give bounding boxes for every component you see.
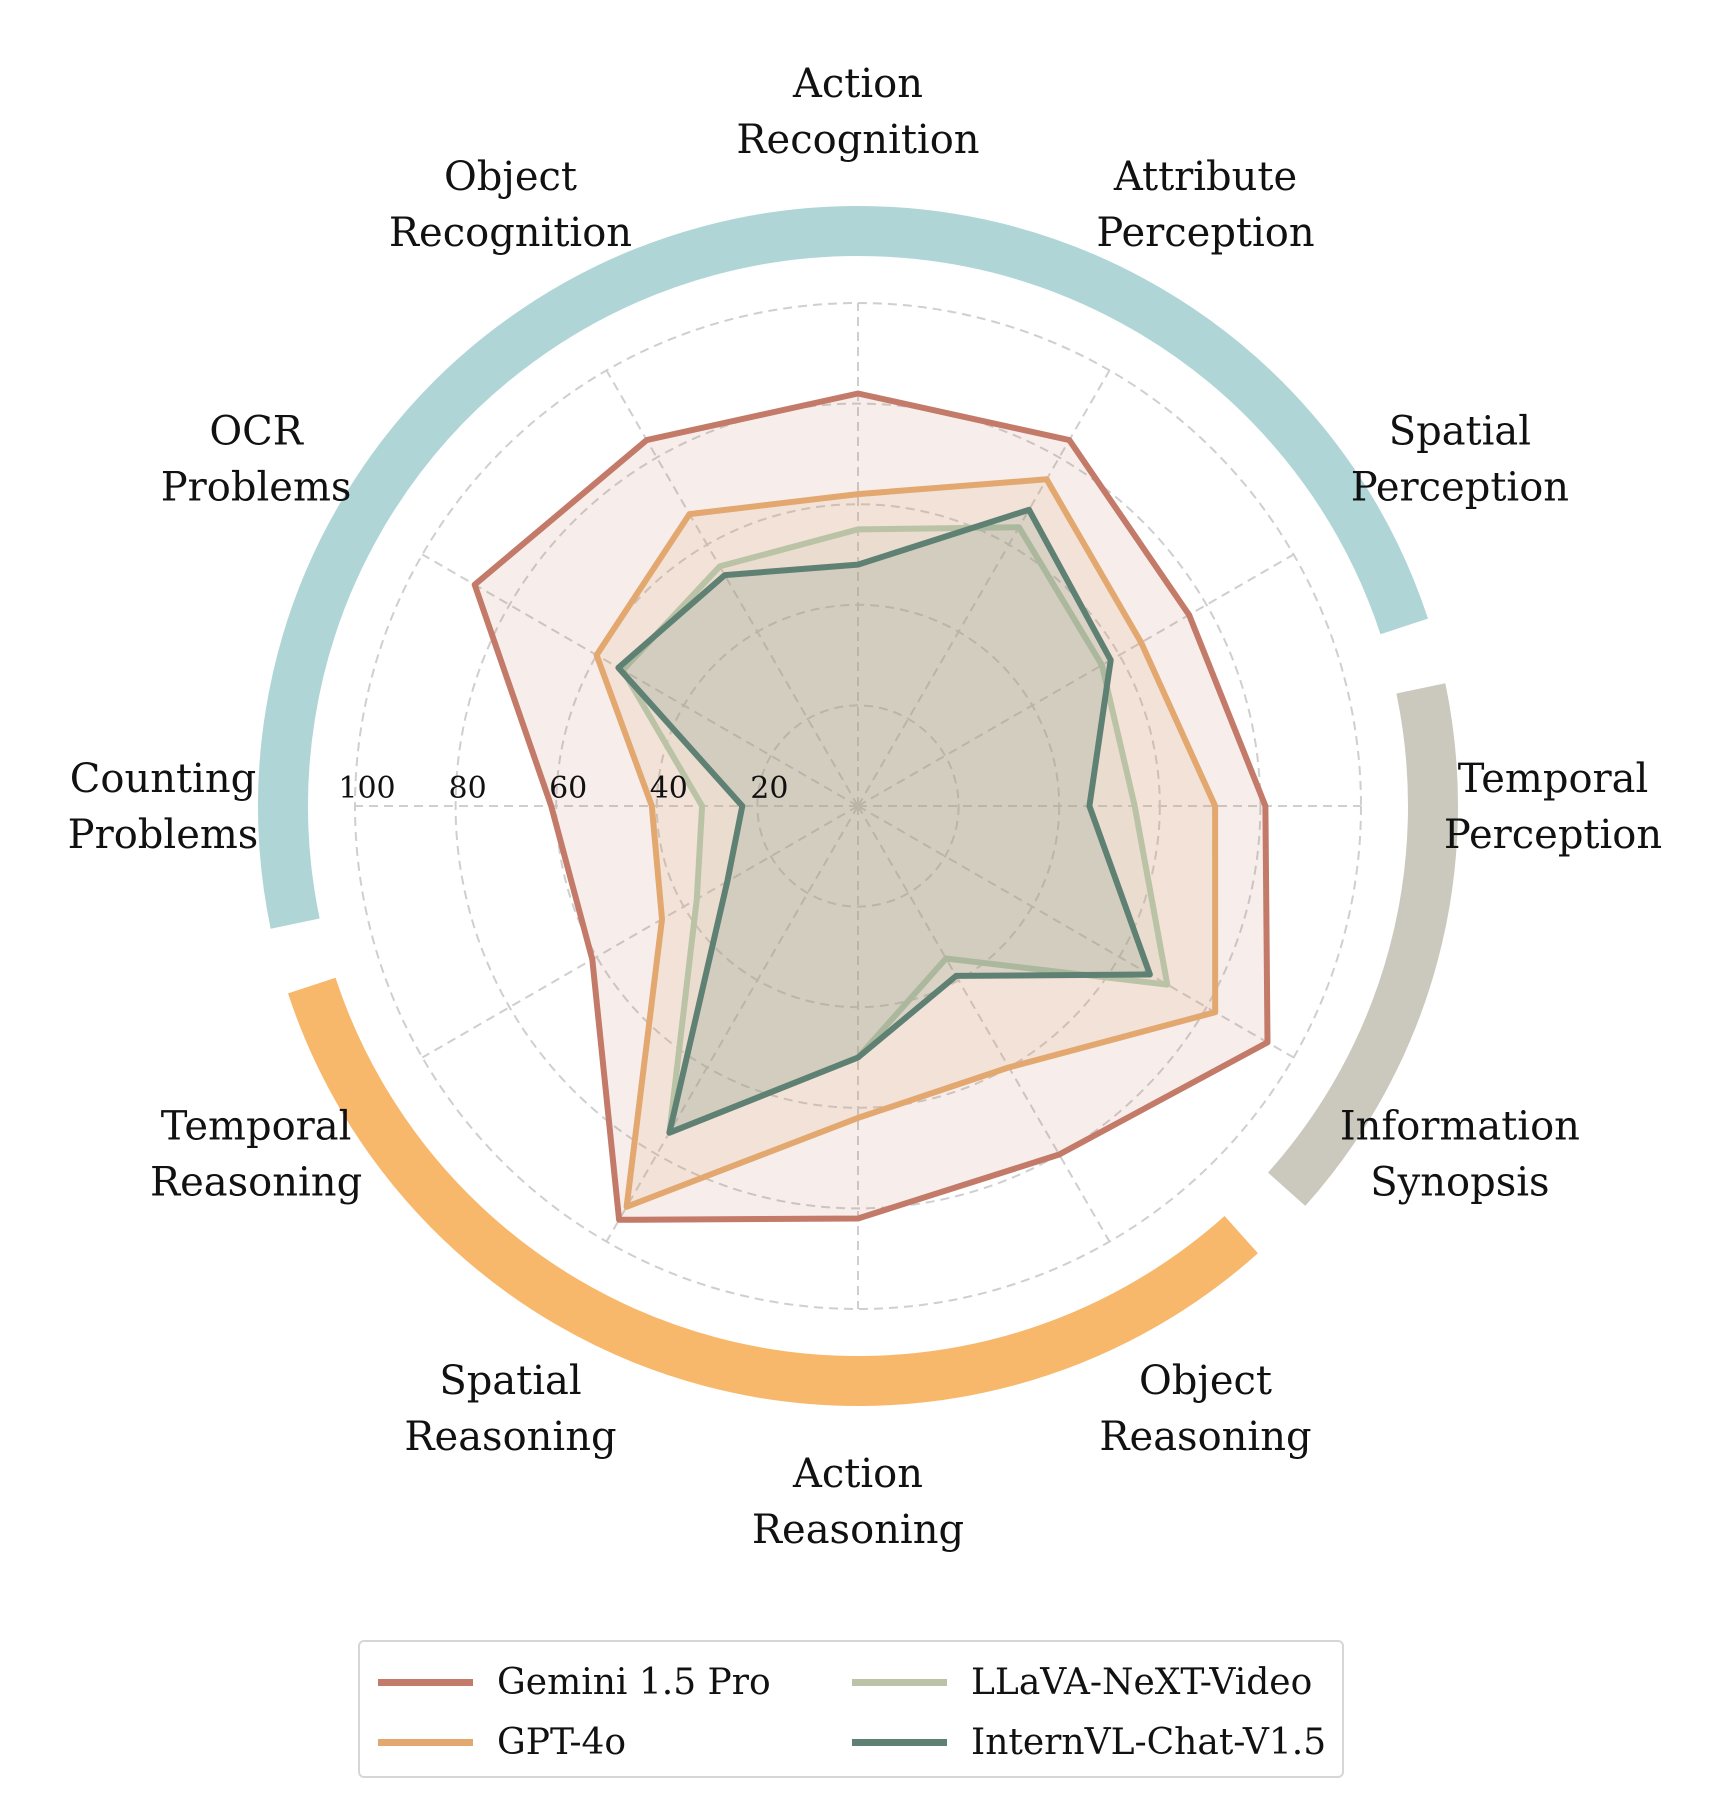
legend-swatch-internvl bbox=[852, 1738, 947, 1746]
point-gpt-4o-spatial-perception bbox=[1139, 641, 1143, 644]
legend-label-internvl: InternVL-Chat-V1.5 bbox=[971, 1721, 1327, 1763]
point-gpt-4o-object-recognition bbox=[688, 512, 691, 516]
point-llava-next-video-temporal-reasoning bbox=[695, 897, 699, 901]
point-gpt-4o-attribute-perception bbox=[1045, 477, 1049, 481]
category-arc-synopsis bbox=[1268, 683, 1458, 1206]
point-llava-next-video-attribute-perception bbox=[1017, 525, 1021, 529]
point-gpt-4o-temporal-perception bbox=[1213, 804, 1217, 808]
point-llava-next-video-counting-problems bbox=[700, 804, 704, 808]
grid-circle-20 bbox=[756, 704, 960, 908]
point-llava-next-video-spatial-perception bbox=[1100, 663, 1104, 667]
point-llava-next-video-information-synopsis bbox=[1165, 983, 1169, 987]
tick-label-40: 40 bbox=[650, 771, 688, 806]
point-internvl-chat-v1-5-action-reasoning bbox=[856, 1056, 860, 1059]
legend-label-gpt4o: GPT-4o bbox=[497, 1721, 627, 1763]
point-internvl-chat-v1-5-attribute-perception bbox=[1027, 508, 1031, 512]
legend: Gemini 1.5 Pro GPT-4o LLaVA-NeXT-Video I… bbox=[358, 1640, 1344, 1778]
axis-label-ocr-problems: OCR Problems bbox=[161, 409, 352, 511]
point-gpt-4o-counting-problems bbox=[650, 804, 654, 808]
point-internvl-chat-v1-5-spatial-reasoning bbox=[667, 1131, 671, 1135]
tick-label-20: 20 bbox=[750, 771, 788, 806]
axis-label-action-recognition: Action Recognition bbox=[736, 61, 979, 163]
point-llava-next-video-temporal-perception bbox=[1133, 804, 1137, 808]
point-gemini-1-5-pro-spatial-reasoning bbox=[617, 1218, 621, 1222]
legend-label-gemini: Gemini 1.5 Pro bbox=[497, 1661, 771, 1703]
radar-grid bbox=[354, 302, 1362, 1310]
point-gpt-4o-action-reasoning bbox=[856, 1116, 860, 1120]
point-gemini-1-5-pro-action-reasoning bbox=[856, 1217, 860, 1220]
point-gemini-1-5-pro-action-recognition bbox=[856, 392, 860, 395]
point-gemini-1-5-pro-attribute-perception bbox=[1067, 438, 1071, 442]
legend-item-llava: LLaVA-NeXT-Video bbox=[852, 1652, 1312, 1712]
axis-label-counting-problems: Counting Problems bbox=[68, 756, 259, 858]
point-gemini-1-5-pro-object-recognition bbox=[645, 438, 649, 442]
legend-item-internvl: InternVL-Chat-V1.5 bbox=[852, 1712, 1326, 1772]
point-gpt-4o-action-recognition bbox=[856, 492, 860, 496]
spoke-information-synopsis bbox=[857, 805, 1295, 1059]
legend-swatch-gpt4o bbox=[378, 1738, 473, 1746]
tick-label-100: 100 bbox=[338, 771, 395, 806]
legend-label-llava: LLaVA-NeXT-Video bbox=[971, 1661, 1313, 1703]
spoke-temporal-reasoning bbox=[421, 805, 859, 1059]
axis-label-temporal-perception: Temporal Perception bbox=[1444, 756, 1662, 858]
legend-swatch-gemini bbox=[378, 1678, 473, 1686]
tick-label-60: 60 bbox=[549, 771, 587, 806]
point-gpt-4o-ocr-problems bbox=[595, 653, 599, 657]
point-gemini-1-5-pro-spatial-perception bbox=[1187, 613, 1191, 617]
category-arc-perception bbox=[258, 206, 1428, 929]
point-llava-next-video-action-recognition bbox=[856, 527, 860, 531]
point-internvl-chat-v1-5-action-recognition bbox=[856, 563, 860, 567]
legend-item-gemini: Gemini 1.5 Pro bbox=[378, 1652, 771, 1712]
point-internvl-chat-v1-5-ocr-problems bbox=[616, 666, 620, 670]
point-internvl-chat-v1-5-object-recognition bbox=[723, 573, 727, 577]
spoke-spatial-reasoning bbox=[605, 805, 859, 1243]
point-internvl-chat-v1-5-temporal-perception bbox=[1087, 804, 1091, 808]
point-llava-next-video-object-reasoning bbox=[944, 957, 948, 960]
point-gemini-1-5-pro-information-synopsis bbox=[1266, 1040, 1269, 1044]
point-llava-next-video-object-recognition bbox=[718, 564, 722, 568]
point-gemini-1-5-pro-object-reasoning bbox=[1057, 1153, 1061, 1156]
category-arc-reasoning bbox=[288, 977, 1258, 1406]
axis-labels: Action Recognition Attribute Perception Spat… bbox=[68, 61, 1662, 1553]
category-arcs bbox=[258, 206, 1458, 1406]
point-gemini-1-5-pro-ocr-problems bbox=[473, 583, 477, 587]
spoke-ocr-problems bbox=[421, 553, 859, 807]
spoke-attribute-perception bbox=[857, 369, 1111, 807]
axis-label-spatial-perception: Spatial Perception bbox=[1351, 409, 1569, 511]
point-gpt-4o-object-reasoning bbox=[1007, 1065, 1011, 1069]
point-internvl-chat-v1-5-information-synopsis bbox=[1148, 973, 1152, 976]
point-gemini-1-5-pro-temporal-reasoning bbox=[590, 957, 594, 961]
radial-tick-labels: 20 40 60 80 100 bbox=[338, 771, 788, 806]
point-internvl-chat-v1-5-spatial-perception bbox=[1109, 658, 1113, 662]
tick-label-80: 80 bbox=[449, 771, 487, 806]
point-gemini-1-5-pro-temporal-perception bbox=[1263, 804, 1267, 808]
point-gemini-1-5-pro-counting-problems bbox=[549, 804, 553, 808]
point-internvl-chat-v1-5-counting-problems bbox=[740, 804, 744, 808]
axis-label-spatial-reasoning: Spatial Reasoning bbox=[404, 1358, 616, 1460]
spoke-object-reasoning bbox=[857, 805, 1111, 1243]
axis-label-temporal-reasoning: Temporal Reasoning bbox=[150, 1104, 362, 1206]
legend-swatch-llava bbox=[852, 1678, 947, 1686]
point-gpt-4o-temporal-reasoning bbox=[660, 917, 664, 921]
axis-label-object-recognition: Object Recognition bbox=[389, 154, 632, 256]
point-internvl-chat-v1-5-temporal-reasoning bbox=[725, 880, 729, 883]
grid-circle-80 bbox=[454, 402, 1262, 1210]
point-gpt-4o-information-synopsis bbox=[1213, 1010, 1217, 1014]
axis-label-action-reasoning: Action Reasoning bbox=[752, 1451, 964, 1553]
axis-label-information-synopsis: Information Synopsis bbox=[1340, 1104, 1580, 1206]
legend-item-gpt4o: GPT-4o bbox=[378, 1712, 626, 1772]
axis-label-object-reasoning: Object Reasoning bbox=[1099, 1358, 1311, 1460]
point-gpt-4o-spatial-reasoning bbox=[625, 1205, 629, 1209]
radar-series bbox=[471, 390, 1271, 1223]
point-internvl-chat-v1-5-object-reasoning bbox=[954, 974, 958, 978]
spoke-object-recognition bbox=[605, 369, 859, 807]
axis-label-attribute-perception: Attribute Perception bbox=[1096, 154, 1314, 256]
spoke-spatial-perception bbox=[857, 553, 1295, 807]
